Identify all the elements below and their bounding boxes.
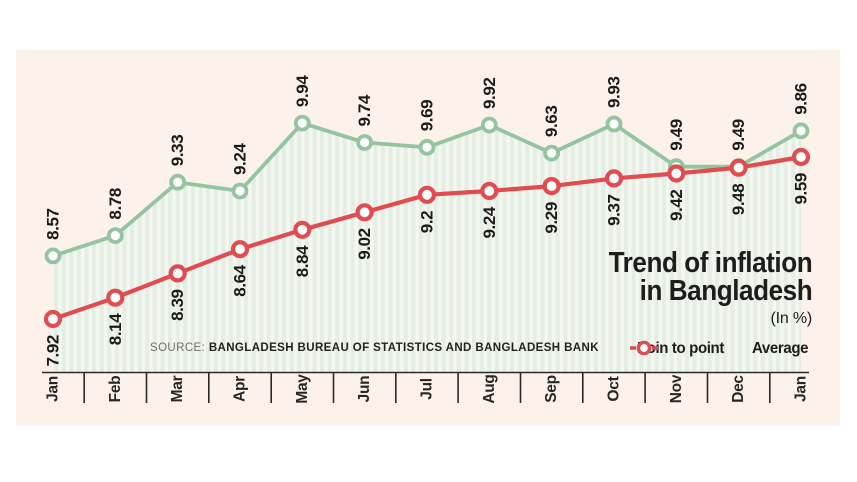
chart-unit-subtitle: (In %) [770, 310, 813, 328]
svg-text:9.59: 9.59 [792, 173, 811, 205]
chart-title-line-1: Trend of inflation [608, 247, 812, 279]
chart-title-block: Trend of inflation in Bangladesh (In %) [586, 247, 813, 328]
svg-text:May: May [294, 374, 311, 404]
svg-text:Jan: Jan [45, 376, 62, 402]
svg-text:Jun: Jun [356, 376, 373, 403]
value-labels: 8.57 8.78 9.33 9.24 9.94 9.74 9.69 9.92 9.63 9.93… [44, 75, 811, 367]
source-text: BANGLADESH BUREAU OF STATISTICS AND BANG… [208, 342, 599, 354]
svg-text:8.78: 8.78 [106, 188, 125, 220]
svg-text:9.94: 9.94 [293, 75, 312, 107]
svg-text:Aug: Aug [481, 374, 498, 403]
chart-title-line-2: in Bangladesh [639, 274, 812, 307]
svg-text:Jan: Jan [793, 376, 810, 402]
svg-text:9.93: 9.93 [605, 77, 624, 109]
svg-text:9.86: 9.86 [792, 83, 811, 115]
svg-text:Sep: Sep [543, 375, 560, 403]
svg-text:9.49: 9.49 [729, 119, 748, 151]
legend-label-average: Average [752, 340, 809, 357]
svg-text:Nov: Nov [668, 374, 685, 403]
svg-text:8.64: 8.64 [231, 264, 250, 296]
svg-text:8.14: 8.14 [106, 313, 125, 345]
svg-text:8.57: 8.57 [44, 208, 63, 240]
svg-text:9.33: 9.33 [168, 135, 187, 167]
svg-text:9.24: 9.24 [480, 206, 499, 238]
legend-label-point-to-point: Poin to point [636, 340, 724, 357]
chart-panel: Jan Feb Mar Apr May Jun Jul Aug Sep Oct Nov Dec Jan 8… [16, 50, 840, 426]
svg-text:8.84: 8.84 [293, 245, 312, 277]
svg-text:9.69: 9.69 [418, 100, 437, 132]
svg-text:9.2: 9.2 [418, 211, 437, 233]
source-line: SOURCE: BANGLADESH BUREAU OF STATISTICS … [150, 342, 599, 354]
svg-text:Dec: Dec [730, 375, 747, 403]
svg-text:9.42: 9.42 [667, 190, 686, 222]
svg-text:Feb: Feb [107, 376, 124, 403]
chart-legend: Poin to point Average [629, 340, 812, 358]
svg-text:8.39: 8.39 [168, 289, 187, 321]
svg-text:9.48: 9.48 [729, 184, 748, 216]
svg-text:Apr: Apr [232, 376, 249, 402]
chart-title: Trend of inflation in Bangladesh [608, 247, 812, 307]
svg-text:9.63: 9.63 [542, 106, 561, 138]
legend-item-average: Average [629, 340, 812, 358]
svg-text:9.37: 9.37 [605, 194, 624, 226]
svg-text:9.74: 9.74 [355, 94, 374, 126]
svg-text:9.02: 9.02 [355, 228, 374, 259]
svg-text:9.49: 9.49 [667, 119, 686, 151]
svg-text:Mar: Mar [169, 375, 186, 402]
series-markers-average [43, 147, 811, 329]
line-chart: Jan Feb Mar Apr May Jun Jul Aug Sep Oct Nov Dec Jan 8… [42, 75, 811, 404]
source-prefix-label: SOURCE: [150, 342, 206, 354]
svg-text:9.29: 9.29 [542, 202, 561, 234]
x-axis [42, 371, 809, 403]
svg-text:9.24: 9.24 [231, 143, 250, 175]
x-axis-labels: Jan Feb Mar Apr May Jun Jul Aug Sep Oct Nov Dec Jan [45, 374, 810, 404]
svg-text:7.92: 7.92 [44, 335, 63, 367]
svg-text:Oct: Oct [606, 376, 623, 401]
svg-text:Jul: Jul [419, 378, 436, 400]
svg-text:9.92: 9.92 [480, 78, 499, 110]
